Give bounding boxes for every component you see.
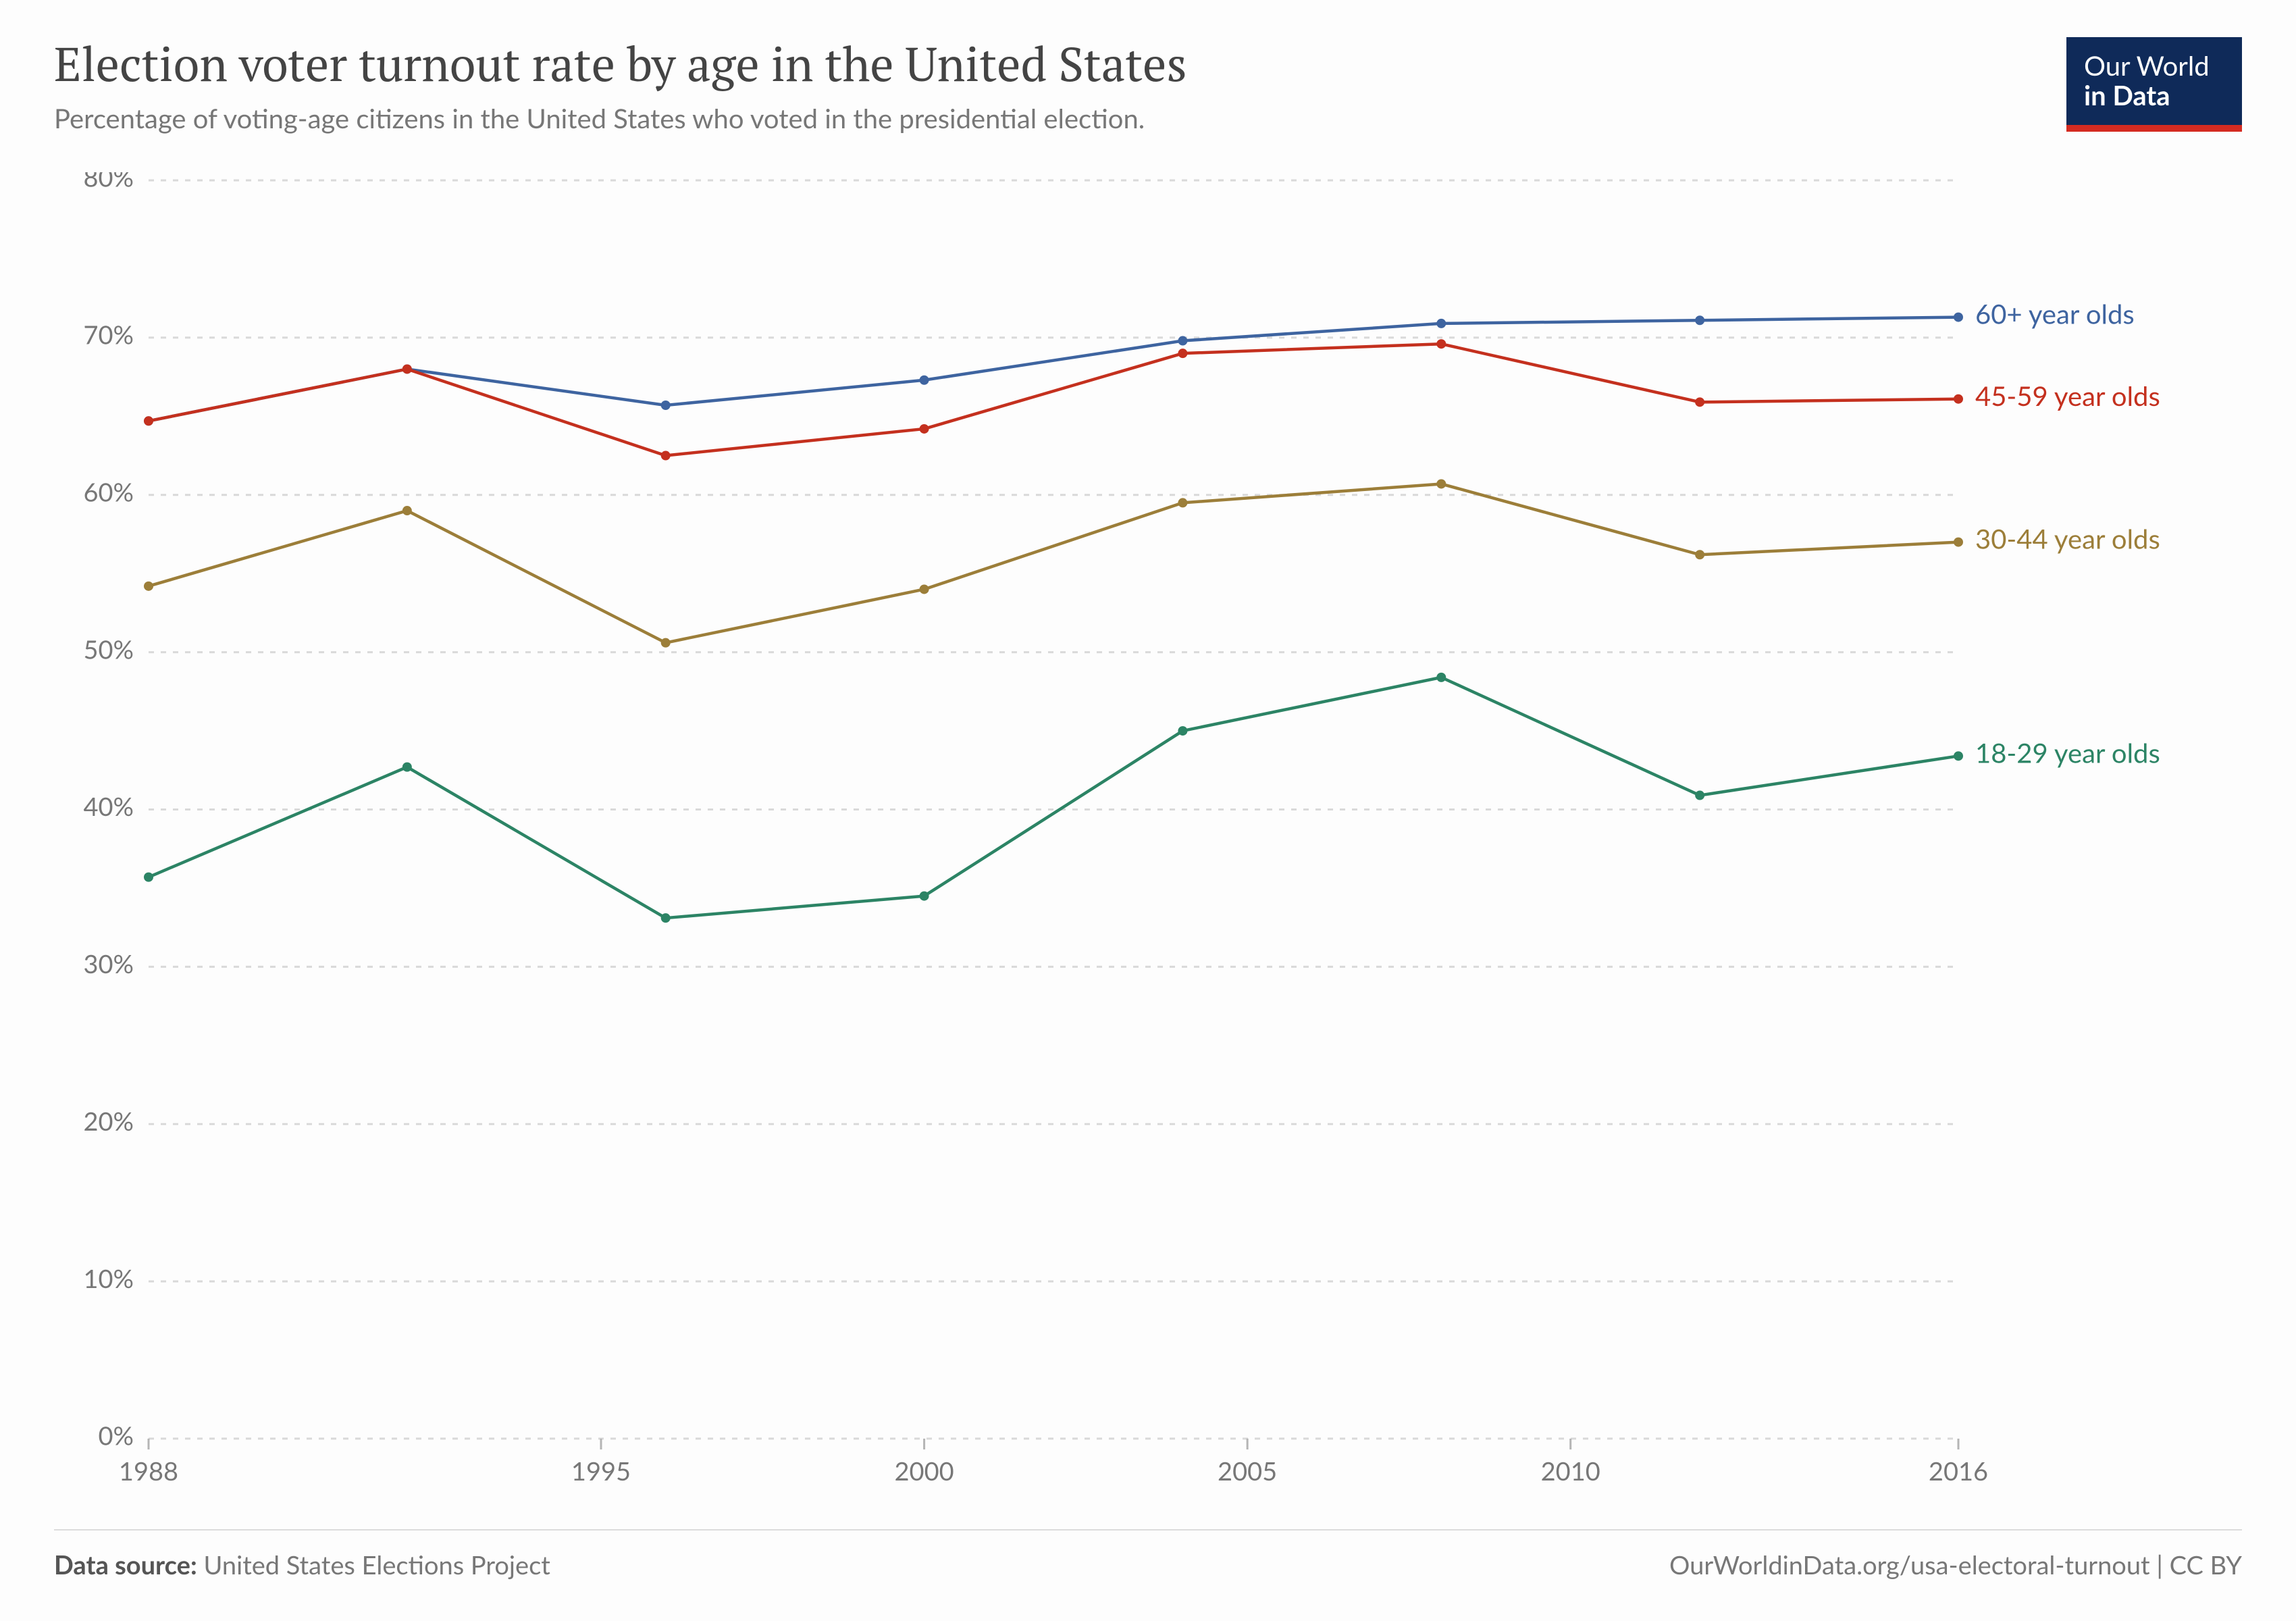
chart-container: Election voter turnout rate by age in th…	[0, 0, 2296, 1621]
series-line	[149, 484, 1958, 642]
y-tick-label: 60%	[83, 476, 134, 507]
series-marker	[402, 506, 412, 515]
title-block: Election voter turnout rate by age in th…	[54, 37, 2026, 136]
series-marker	[1954, 538, 1963, 547]
series-marker	[402, 763, 412, 772]
series-label: 45-59 year olds	[1975, 380, 2160, 412]
series-marker	[1695, 397, 1704, 407]
series-label: 60+ year olds	[1975, 298, 2135, 330]
series-marker	[1954, 751, 1963, 761]
series-label: 18-29 year olds	[1975, 736, 2160, 769]
series-marker	[1178, 726, 1187, 736]
series-marker	[661, 638, 671, 648]
chart-area: 0% 10% 20% 30% 40% 50% 60% 70% 80% 1988 1995 2000 20…	[54, 172, 2242, 1503]
y-tick-label: 20%	[83, 1106, 134, 1137]
chart-footer: Data source: United States Elections Pro…	[54, 1529, 2242, 1580]
chart-title: Election voter turnout rate by age in th…	[54, 37, 2026, 92]
series-marker	[144, 873, 153, 882]
series-marker	[920, 892, 929, 901]
series-marker	[661, 913, 671, 923]
series-marker	[1436, 319, 1446, 328]
footer-credit: OurWorldinData.org/usa-electoral-turnout…	[1669, 1549, 2242, 1580]
y-tick-label: 80%	[83, 172, 134, 193]
series-marker	[402, 364, 412, 374]
series-marker	[920, 376, 929, 385]
y-tick-label: 70%	[83, 319, 134, 351]
logo-line2: in Data	[2084, 80, 2224, 110]
x-tick-label: 2016	[1929, 1456, 1988, 1487]
x-tick-label: 2000	[894, 1456, 954, 1487]
series-marker	[1695, 550, 1704, 559]
owid-logo: Our World in Data	[2066, 37, 2242, 132]
series-label: 30-44 year olds	[1975, 523, 2160, 555]
series-marker	[1436, 673, 1446, 682]
series-marker	[920, 424, 929, 434]
y-tick-label: 30%	[83, 948, 134, 979]
series-marker	[1695, 315, 1704, 325]
series-marker	[1436, 479, 1446, 488]
series-marker	[1436, 339, 1446, 349]
series-marker	[144, 416, 153, 426]
x-tick-label: 2005	[1218, 1456, 1277, 1487]
series-marker	[1178, 336, 1187, 346]
footer-source-value: United States Elections Project	[203, 1549, 550, 1580]
series-marker	[144, 582, 153, 591]
series-marker	[661, 451, 671, 461]
chart-subtitle: Percentage of voting-age citizens in the…	[54, 100, 2026, 136]
series-marker	[1178, 498, 1187, 507]
series-line	[149, 317, 1958, 421]
series-line	[149, 677, 1958, 918]
x-tick-label: 1988	[119, 1456, 178, 1487]
x-tick-label: 1995	[571, 1456, 631, 1487]
y-tick-label: 0%	[99, 1420, 134, 1451]
y-tick-label: 40%	[83, 791, 134, 822]
x-tick-label: 2010	[1541, 1456, 1600, 1487]
series-marker	[1178, 349, 1187, 358]
footer-source: Data source: United States Elections Pro…	[54, 1549, 550, 1580]
series-marker	[920, 584, 929, 594]
chart-svg: 0% 10% 20% 30% 40% 50% 60% 70% 80% 1988 1995 2000 20…	[54, 172, 2242, 1503]
y-tick-label: 50%	[83, 634, 134, 665]
series-marker	[1954, 394, 1963, 404]
y-tick-label: 10%	[83, 1263, 134, 1294]
series-marker	[661, 401, 671, 410]
series-marker	[1954, 313, 1963, 322]
series-marker	[1695, 791, 1704, 800]
logo-line1: Our World	[2084, 51, 2224, 80]
footer-source-label: Data source:	[54, 1549, 197, 1580]
